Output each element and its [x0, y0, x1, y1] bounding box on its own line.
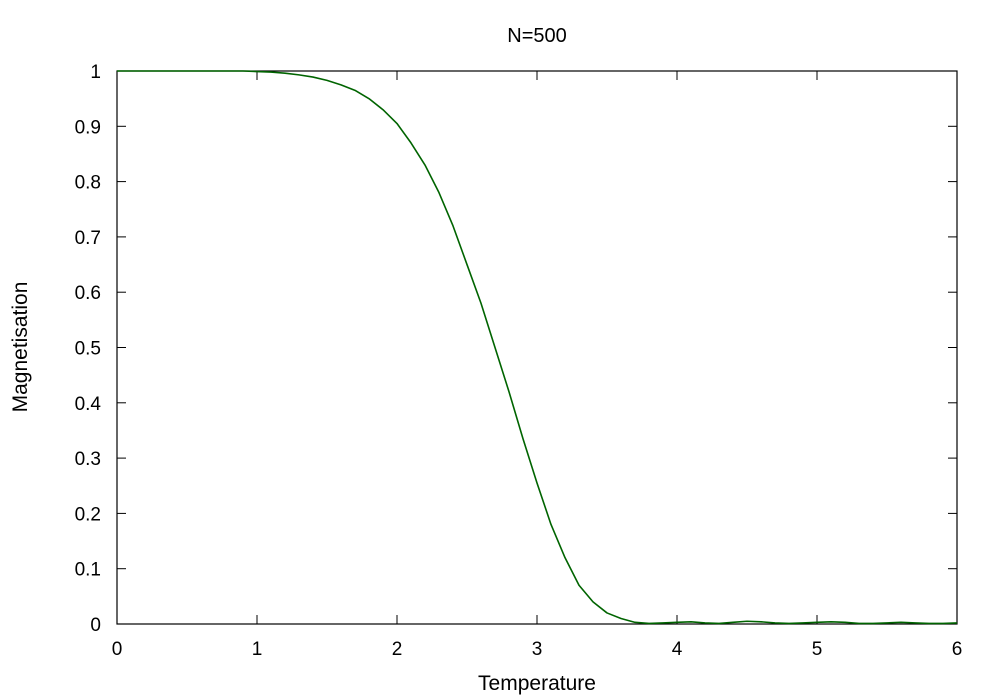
y-axis-ticks: 0 0.1 0.2 0.3 0.4 0.5 0.6 0.7 0.8 0.9 1 — [75, 62, 957, 636]
x-axis-ticks: 0 1 2 3 4 5 6 — [112, 71, 963, 660]
y-tick-label: 0.1 — [75, 560, 101, 581]
y-tick-label: 1 — [90, 62, 101, 83]
data-series — [117, 70, 958, 625]
x-axis-label: Temperature — [478, 672, 596, 695]
chart-title: N=500 — [507, 25, 567, 47]
y-tick-label: 0.3 — [75, 449, 101, 470]
plot-area-border — [116, 70, 958, 625]
y-tick-label: 0.8 — [75, 173, 101, 194]
y-axis-label: Magnetisation — [9, 282, 32, 413]
y-tick-label: 0.7 — [75, 228, 101, 249]
x-tick-label: 1 — [252, 639, 263, 660]
y-tick-label: 0.2 — [75, 504, 101, 525]
x-tick-label: 5 — [812, 639, 823, 660]
y-tick-label: 0.4 — [75, 394, 102, 415]
y-tick-label: 0 — [90, 615, 101, 636]
x-tick-label: 6 — [952, 639, 963, 660]
plot-frame — [116, 70, 958, 625]
y-tick-label: 0.9 — [75, 117, 101, 138]
x-tick-label: 0 — [112, 639, 123, 660]
y-tick-label: 0.6 — [75, 283, 101, 304]
x-tick-label: 4 — [672, 639, 683, 660]
y-tick-label: 0.5 — [75, 339, 101, 360]
series-line-0 — [117, 70, 958, 625]
x-tick-label: 3 — [532, 639, 543, 660]
x-tick-label: 2 — [392, 639, 403, 660]
